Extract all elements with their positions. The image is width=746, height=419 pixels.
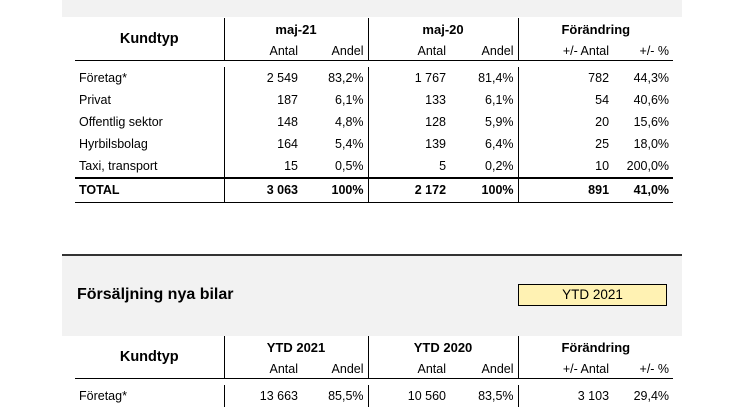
- cell: 41,0%: [613, 176, 674, 203]
- cell: 6,1%: [485, 92, 514, 107]
- subheader: +/- %: [613, 359, 674, 379]
- section-divider: [62, 254, 682, 256]
- cell: 891: [517, 176, 614, 203]
- change-header: Förändring: [517, 336, 674, 359]
- cell: 5,4%: [335, 136, 364, 151]
- cell: 200,0%: [626, 158, 670, 173]
- section-title: Försäljning nya bilar: [77, 286, 234, 303]
- header-band-top: [62, 0, 682, 17]
- kundtyp-header: Kundtyp: [75, 336, 224, 379]
- row-label: Företag*: [79, 70, 127, 85]
- cell: 25: [517, 132, 614, 155]
- cell: 4,8%: [335, 114, 364, 129]
- cell: 54: [517, 88, 614, 111]
- cell: 6,4%: [485, 136, 514, 151]
- cell: 10 560: [367, 384, 451, 407]
- cell: 0,2%: [485, 158, 514, 173]
- sales-table-ytd: Kundtyp YTD 2021 YTD 2020 Förändring Ant…: [75, 336, 674, 407]
- cell: 148: [223, 110, 302, 133]
- cell: 2 549: [223, 66, 302, 89]
- cell: 3 063: [223, 176, 302, 203]
- table-row: Företag* 13 663 85,5% 10 560 83,5% 3 103…: [75, 384, 673, 407]
- cell: 782: [517, 66, 614, 89]
- total-label: TOTAL: [75, 176, 224, 203]
- cell: 15: [223, 154, 302, 178]
- cell: 10: [517, 154, 614, 178]
- cell: 15,6%: [633, 114, 670, 129]
- cell: 40,6%: [633, 92, 670, 107]
- subheader: +/- %: [613, 41, 674, 61]
- cell: 85,5%: [328, 388, 364, 403]
- table-row: Företag* 2 549 83,2% 1 767 81,4% 782 44,…: [75, 66, 673, 89]
- kundtyp-header: Kundtyp: [75, 18, 224, 61]
- subheader: +/- Antal: [517, 359, 614, 379]
- cell: 6,1%: [335, 92, 364, 107]
- row-label: Privat: [79, 92, 111, 107]
- table-row: Taxi, transport 15 0,5% 5 0,2% 10 200,0%: [75, 154, 673, 178]
- period-header: YTD 2020: [367, 336, 519, 359]
- cell: 20: [517, 110, 614, 133]
- cell: 133: [367, 88, 451, 111]
- sales-table-month: Kundtyp maj-21 maj-20 Förändring Antal A…: [75, 18, 674, 203]
- cell: 100%: [450, 176, 519, 203]
- total-row: TOTAL 3 063 100% 2 172 100% 891 41,0%: [75, 176, 674, 203]
- row-label: Hyrbilsbolag: [79, 136, 148, 151]
- cell: 1 767: [367, 66, 451, 89]
- cell: 5: [367, 154, 451, 178]
- cell: 29,4%: [633, 388, 670, 403]
- row-label: Offentlig sektor: [79, 114, 163, 129]
- period-header: maj-20: [367, 18, 519, 41]
- cell: 0,5%: [335, 158, 364, 173]
- change-header: Förändring: [517, 18, 674, 41]
- cell: 5,9%: [485, 114, 514, 129]
- table-row: Privat 187 6,1% 133 6,1% 54 40,6%: [75, 88, 673, 111]
- subheader: Andel: [450, 41, 519, 61]
- cell: 128: [367, 110, 451, 133]
- cell: 83,2%: [328, 70, 364, 85]
- subheader: Andel: [302, 359, 369, 379]
- cell: 164: [223, 132, 302, 155]
- period-selector[interactable]: YTD 2021: [518, 284, 667, 306]
- cell: 18,0%: [633, 136, 670, 151]
- cell: 187: [223, 88, 302, 111]
- row-label: Taxi, transport: [79, 158, 158, 173]
- subheader: Antal: [223, 359, 302, 379]
- subheader: Antal: [367, 41, 451, 61]
- cell: 44,3%: [633, 70, 670, 85]
- row-label: Företag*: [79, 388, 127, 403]
- cell: 139: [367, 132, 451, 155]
- cell: 81,4%: [478, 70, 514, 85]
- subheader: Andel: [302, 41, 369, 61]
- cell: 13 663: [223, 384, 302, 407]
- table-row: Offentlig sektor 148 4,8% 128 5,9% 20 15…: [75, 110, 673, 133]
- table-row: Hyrbilsbolag 164 5,4% 139 6,4% 25 18,0%: [75, 132, 673, 155]
- cell: 2 172: [367, 176, 451, 203]
- cell: 3 103: [517, 384, 614, 407]
- subheader: Antal: [367, 359, 451, 379]
- subheader: +/- Antal: [517, 41, 614, 61]
- cell: 100%: [302, 176, 369, 203]
- period-header: YTD 2021: [223, 336, 369, 359]
- cell: 83,5%: [478, 388, 514, 403]
- period-header: maj-21: [223, 18, 369, 41]
- subheader: Antal: [223, 41, 302, 61]
- subheader: Andel: [450, 359, 519, 379]
